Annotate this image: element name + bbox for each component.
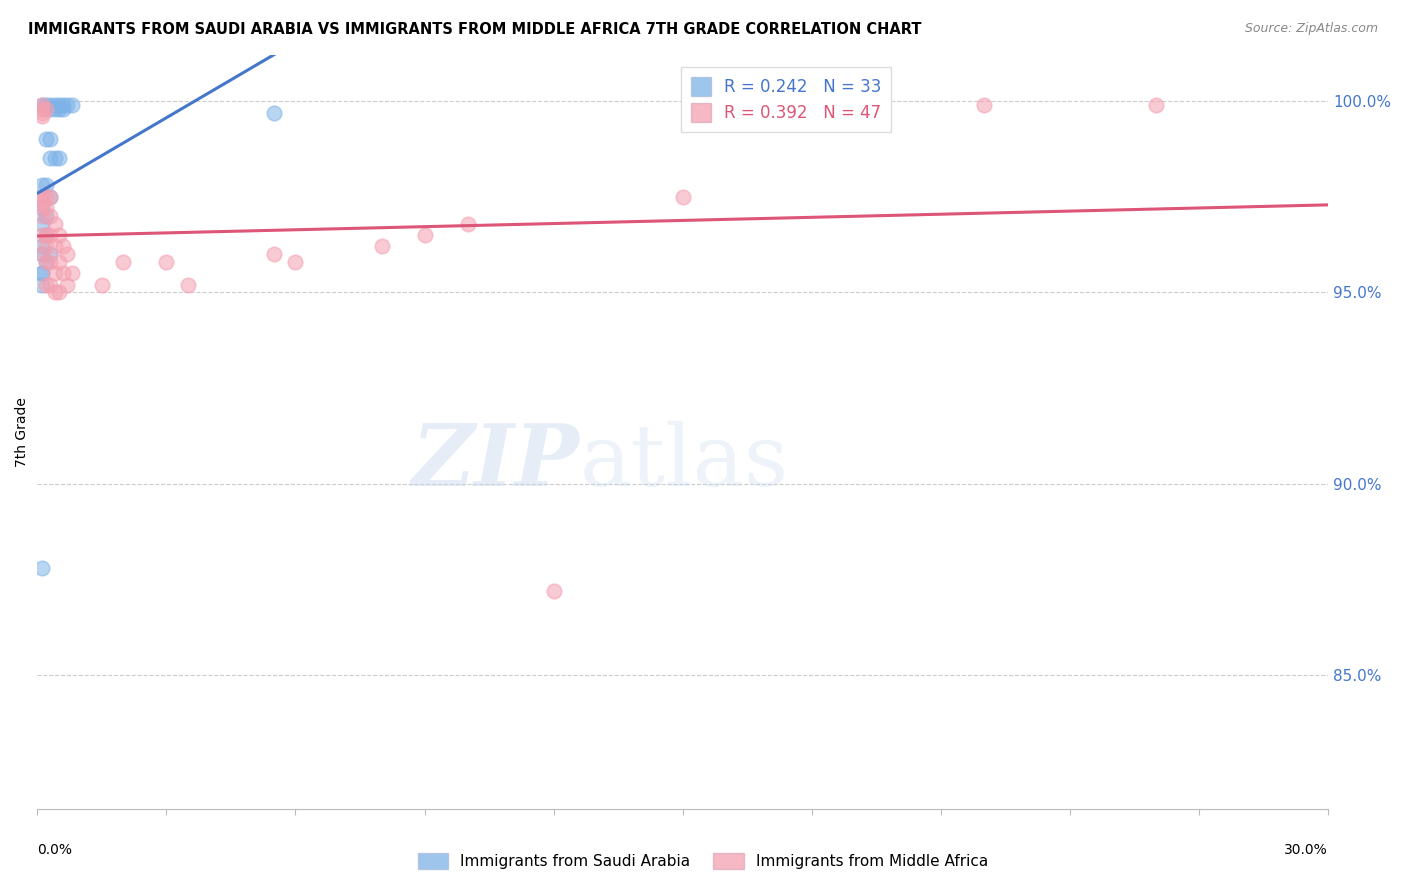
Point	[31, 201, 53, 215]
Text: ZIP: ZIP	[412, 420, 579, 504]
Point	[39, 277, 62, 292]
Point	[31, 197, 53, 211]
Point	[35, 132, 58, 146]
Point	[35, 254, 58, 268]
Legend: Immigrants from Saudi Arabia, Immigrants from Middle Africa: Immigrants from Saudi Arabia, Immigrants…	[412, 847, 994, 875]
Point	[44, 102, 66, 116]
Point	[35, 201, 58, 215]
Point	[39, 102, 62, 116]
Point	[52, 239, 75, 253]
Point	[52, 102, 75, 116]
Point	[39, 227, 62, 242]
Point	[35, 102, 58, 116]
Point	[44, 285, 66, 300]
Legend: R = 0.242   N = 33, R = 0.392   N = 47: R = 0.242 N = 33, R = 0.392 N = 47	[681, 67, 891, 132]
Point	[48, 102, 70, 116]
Text: IMMIGRANTS FROM SAUDI ARABIA VS IMMIGRANTS FROM MIDDLE AFRICA 7TH GRADE CORRELAT: IMMIGRANTS FROM SAUDI ARABIA VS IMMIGRAN…	[28, 22, 921, 37]
Point	[39, 98, 62, 112]
Point	[973, 98, 995, 112]
Point	[35, 254, 58, 268]
Point	[48, 227, 70, 242]
Point	[31, 102, 53, 116]
Point	[263, 247, 285, 261]
Point	[48, 254, 70, 268]
Point	[90, 277, 112, 292]
Point	[35, 98, 58, 112]
Point	[39, 254, 62, 268]
Point	[543, 583, 565, 598]
Point	[35, 227, 58, 242]
Point	[31, 98, 53, 112]
Point	[56, 277, 79, 292]
Point	[44, 266, 66, 280]
Point	[155, 254, 177, 268]
Point	[31, 247, 53, 261]
Point	[31, 105, 53, 120]
Point	[39, 132, 62, 146]
Point	[177, 277, 200, 292]
Point	[263, 105, 285, 120]
Point	[31, 109, 53, 123]
Point	[31, 266, 53, 280]
Point	[39, 209, 62, 223]
Point	[35, 239, 58, 253]
Point	[457, 217, 479, 231]
Point	[31, 190, 53, 204]
Point	[672, 190, 695, 204]
Point	[31, 277, 53, 292]
Point	[31, 561, 53, 575]
Point	[31, 217, 53, 231]
Point	[39, 247, 62, 261]
Point	[370, 239, 392, 253]
Point	[31, 98, 53, 112]
Point	[48, 98, 70, 112]
Point	[31, 227, 53, 242]
Point	[35, 209, 58, 223]
Point	[35, 227, 58, 242]
Point	[48, 152, 70, 166]
Point	[31, 247, 53, 261]
Point	[31, 178, 53, 193]
Text: 30.0%: 30.0%	[1285, 843, 1329, 857]
Point	[31, 266, 53, 280]
Point	[413, 227, 436, 242]
Point	[284, 254, 307, 268]
Point	[31, 209, 53, 223]
Point	[39, 190, 62, 204]
Point	[44, 217, 66, 231]
Point	[44, 239, 66, 253]
Point	[44, 98, 66, 112]
Point	[52, 266, 75, 280]
Point	[35, 178, 58, 193]
Text: 0.0%: 0.0%	[38, 843, 72, 857]
Point	[52, 98, 75, 112]
Point	[1144, 98, 1167, 112]
Point	[35, 190, 58, 204]
Point	[56, 98, 79, 112]
Text: atlas: atlas	[579, 421, 789, 504]
Point	[60, 98, 83, 112]
Point	[112, 254, 135, 268]
Point	[31, 239, 53, 253]
Point	[39, 152, 62, 166]
Point	[35, 277, 58, 292]
Point	[48, 285, 70, 300]
Point	[60, 266, 83, 280]
Point	[56, 247, 79, 261]
Point	[44, 152, 66, 166]
Point	[31, 194, 53, 208]
Text: Source: ZipAtlas.com: Source: ZipAtlas.com	[1244, 22, 1378, 36]
Y-axis label: 7th Grade: 7th Grade	[15, 397, 30, 467]
Point	[39, 190, 62, 204]
